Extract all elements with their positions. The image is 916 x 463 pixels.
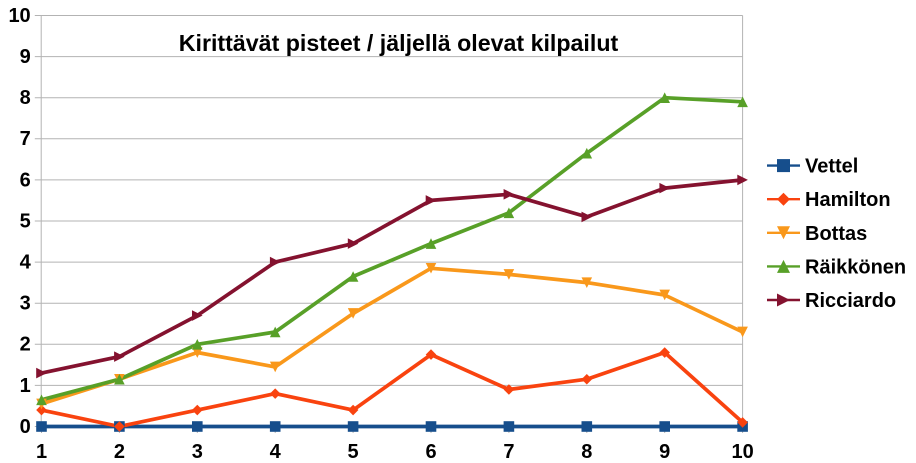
svg-text:Vettel: Vettel — [805, 156, 858, 178]
svg-text:Räikkönen: Räikkönen — [805, 256, 906, 278]
svg-text:Kirittävät pisteet / jäljellä: Kirittävät pisteet / jäljellä olevat kil… — [179, 30, 619, 56]
svg-text:5: 5 — [20, 210, 31, 232]
svg-text:4: 4 — [270, 441, 282, 463]
svg-text:7: 7 — [20, 128, 31, 150]
svg-text:7: 7 — [503, 441, 514, 463]
svg-text:Ricciardo: Ricciardo — [805, 290, 896, 312]
svg-text:8: 8 — [20, 87, 31, 109]
svg-text:2: 2 — [114, 441, 125, 463]
svg-text:9: 9 — [659, 441, 670, 463]
svg-text:10: 10 — [731, 441, 753, 463]
svg-text:3: 3 — [20, 293, 31, 315]
svg-text:2: 2 — [20, 334, 31, 356]
svg-text:1: 1 — [20, 375, 31, 397]
svg-text:6: 6 — [20, 169, 31, 191]
svg-text:Bottas: Bottas — [805, 223, 867, 245]
svg-text:8: 8 — [581, 441, 592, 463]
svg-text:Hamilton: Hamilton — [805, 189, 891, 211]
svg-text:3: 3 — [192, 441, 203, 463]
svg-text:10: 10 — [8, 5, 30, 27]
svg-text:1: 1 — [36, 441, 47, 463]
svg-text:9: 9 — [20, 46, 31, 68]
svg-text:0: 0 — [20, 416, 31, 438]
svg-text:4: 4 — [20, 252, 32, 274]
svg-text:5: 5 — [348, 441, 359, 463]
svg-text:6: 6 — [425, 441, 436, 463]
